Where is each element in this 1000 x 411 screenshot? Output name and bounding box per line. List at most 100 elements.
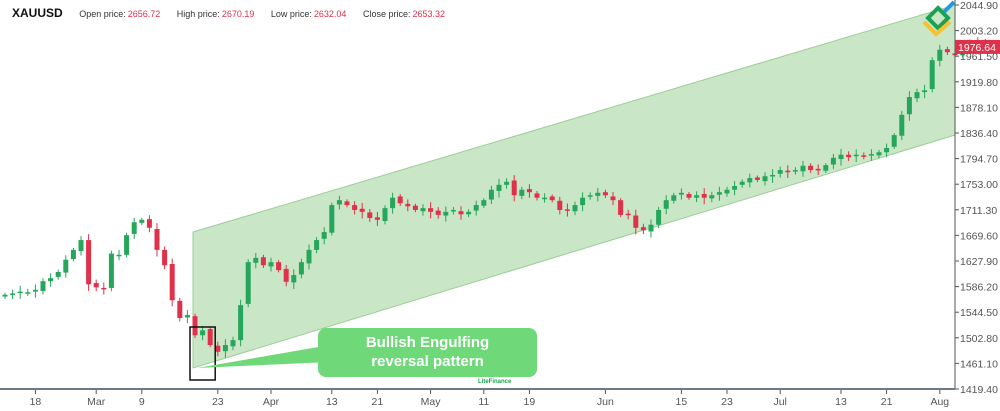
candle-body bbox=[32, 289, 38, 292]
candle-body bbox=[192, 316, 198, 336]
candle-body bbox=[846, 154, 852, 158]
candle-body bbox=[260, 257, 266, 266]
candle-body bbox=[686, 194, 692, 198]
time-tick-label: 21 bbox=[372, 396, 384, 408]
candle-body bbox=[633, 215, 639, 228]
candle-body bbox=[336, 200, 342, 205]
price-tick-label: 1878.10 bbox=[960, 102, 998, 114]
candle-body bbox=[709, 195, 715, 199]
candle-body bbox=[587, 195, 593, 197]
candle-body bbox=[716, 192, 722, 195]
candle-body bbox=[405, 203, 411, 207]
price-tick-label: 1669.60 bbox=[960, 230, 998, 242]
candle-body bbox=[222, 345, 228, 352]
candle-body bbox=[618, 200, 624, 215]
time-tick-label: Jul bbox=[773, 396, 786, 408]
candle-body bbox=[519, 189, 525, 196]
candle-body bbox=[526, 189, 532, 193]
candle-body bbox=[25, 292, 31, 294]
candle-body bbox=[329, 205, 335, 233]
candle-body bbox=[17, 291, 23, 294]
time-tick-label: Aug bbox=[930, 396, 949, 408]
candle-body bbox=[504, 181, 510, 185]
candle-body bbox=[131, 222, 137, 234]
candle-body bbox=[48, 278, 54, 282]
price-tick-label: 2003.20 bbox=[960, 26, 998, 38]
time-tick-label: May bbox=[421, 396, 442, 408]
callout-line2: reversal pattern bbox=[371, 353, 484, 370]
candle-body bbox=[937, 49, 943, 61]
time-tick-label: 11 bbox=[478, 396, 489, 408]
candle-body bbox=[435, 210, 441, 215]
candle-body bbox=[777, 170, 783, 174]
price-tick-label: 1419.40 bbox=[960, 384, 998, 396]
candle-body bbox=[564, 209, 570, 211]
candle-body bbox=[359, 208, 365, 212]
candle-body bbox=[466, 211, 472, 215]
candle-body bbox=[298, 262, 304, 275]
price-tick-label: 1544.50 bbox=[960, 307, 998, 319]
time-tick-label: 23 bbox=[212, 396, 224, 408]
watermark-text: LiteFinance bbox=[478, 379, 512, 385]
open-value: 2656.72 bbox=[127, 9, 161, 19]
candle-body bbox=[496, 184, 502, 191]
candle-body bbox=[40, 281, 46, 292]
candle-body bbox=[374, 217, 380, 220]
candle-body bbox=[572, 205, 578, 212]
close-label: Close price: bbox=[362, 9, 411, 19]
callout-line1: Bullish Engulfing bbox=[365, 334, 490, 351]
candle-body bbox=[169, 264, 175, 301]
candle-body bbox=[101, 287, 107, 290]
candle-body bbox=[610, 196, 616, 201]
candle-body bbox=[162, 249, 168, 266]
candle-body bbox=[10, 293, 16, 295]
candle-body bbox=[443, 211, 449, 216]
candle-body bbox=[306, 249, 312, 264]
close-value: 2653.32 bbox=[412, 9, 446, 19]
candle-body bbox=[146, 219, 152, 228]
price-tick-label: 1753.00 bbox=[960, 179, 998, 191]
candle-body bbox=[63, 259, 69, 273]
candle-body bbox=[678, 192, 684, 195]
price-tick-label: 1711.30 bbox=[960, 205, 997, 217]
candle-body bbox=[367, 212, 373, 218]
candle-body bbox=[868, 154, 874, 156]
candle-body bbox=[922, 90, 928, 93]
candle-body bbox=[184, 314, 190, 318]
candle-body bbox=[906, 97, 912, 115]
candle-body bbox=[770, 174, 776, 177]
time-tick-label: 13 bbox=[835, 396, 847, 408]
price-tick-label: 2044.90 bbox=[960, 0, 998, 12]
candle-body bbox=[732, 186, 738, 190]
candle-body bbox=[785, 170, 791, 173]
open-label: Open price: bbox=[79, 9, 126, 19]
candle-body bbox=[108, 253, 114, 288]
candle-body bbox=[739, 181, 745, 185]
pattern-callout: Bullish Engulfing reversal pattern bbox=[318, 328, 537, 377]
price-tick-label: 1794.70 bbox=[960, 154, 998, 166]
candle-body bbox=[116, 254, 122, 257]
candle-body bbox=[488, 189, 494, 200]
candle-body bbox=[640, 227, 646, 231]
candle-body bbox=[276, 262, 282, 271]
price-tick-label: 1627.90 bbox=[960, 256, 998, 268]
candle-body bbox=[390, 197, 396, 209]
candle-body bbox=[70, 249, 76, 260]
candle-body bbox=[724, 189, 730, 194]
candle-body bbox=[762, 176, 768, 182]
symbol: XAUUSD bbox=[12, 6, 63, 20]
price-tick-label: 1586.20 bbox=[960, 282, 998, 294]
callout-pointer bbox=[197, 345, 330, 368]
candle-body bbox=[891, 135, 897, 147]
candle-body bbox=[542, 197, 548, 200]
candle-body bbox=[2, 294, 8, 297]
candle-body bbox=[549, 196, 555, 201]
candle-body bbox=[602, 192, 608, 196]
candle-body bbox=[899, 114, 905, 136]
candle-body bbox=[268, 262, 274, 267]
candle-body bbox=[929, 60, 935, 90]
candle-body bbox=[93, 283, 99, 288]
candle-body bbox=[800, 165, 806, 172]
candle-body bbox=[238, 305, 244, 341]
